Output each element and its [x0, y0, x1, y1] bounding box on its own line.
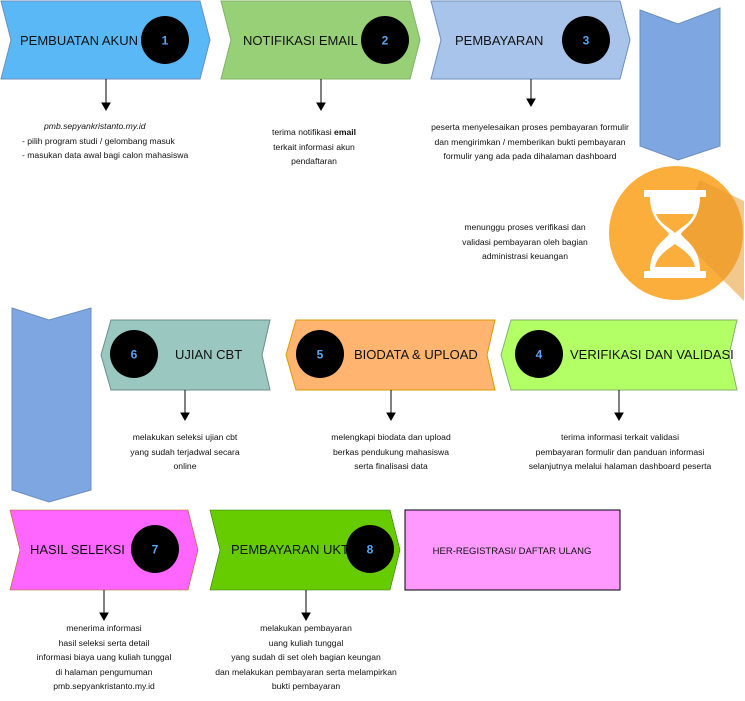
step-7-description: menerima informasi hasil seleksi serta d…: [24, 621, 184, 694]
step-5-badge: [296, 330, 344, 378]
desc-line: online: [173, 461, 197, 472]
step-3-number: 3: [583, 34, 590, 48]
step-4-badge: [515, 330, 563, 378]
desc-line: berkas pendukung mahasiswa: [332, 446, 450, 457]
desc-line: melakukan pembayaran: [260, 623, 352, 633]
connector-down-left: [11, 307, 92, 503]
desc-line: hasil seleksi serta detail: [58, 637, 150, 648]
desc-line: peserta menyelesaikan proses pembayaran …: [431, 122, 629, 132]
desc-line: bukti pembayaran: [271, 681, 341, 692]
arrows: [99, 79, 624, 622]
step-1-number: 1: [162, 34, 169, 48]
step-7-title: HASIL SELEKSI: [30, 542, 125, 557]
step-6-badge: [110, 330, 158, 378]
step-1-shape: PEMBUATAN AKUN 1: [0, 0, 211, 80]
desc-line: selanjutnya melalui halaman dashboard pe…: [528, 461, 712, 472]
desc-line: yang sudah terjadwal secara: [130, 446, 240, 457]
step-8-badge: [346, 525, 394, 573]
desc-line: pembayaran formulir dan panduan informas…: [535, 446, 705, 457]
step-4-shape: 4 VERIFIKASI DAN VALIDASI: [500, 319, 738, 391]
step-2-title: NOTIFIKASI EMAIL: [243, 33, 358, 48]
desc-line: dan mengirimkan / memberikan bukti pemba…: [434, 136, 626, 147]
step-5-number: 5: [317, 348, 324, 362]
step-1-badge: [141, 16, 189, 64]
step-7-shape: HASIL SELEKSI 7: [9, 509, 199, 591]
step-8-number: 8: [367, 543, 374, 557]
desc-line: serta finalisasi data: [354, 461, 428, 472]
step-6-description: melakukan seleksi ujian cbt yang sudah t…: [110, 430, 260, 474]
desc-line: - masukan data awal bagi calon mahasiswa: [22, 150, 189, 161]
step-3-badge: [562, 16, 610, 64]
desc-line: menunggu proses verifikasi dan: [464, 222, 586, 232]
desc-line: - pilih program studi / gelombang masuk: [22, 135, 175, 146]
waiting-description: menunggu proses verifikasi dan validasi …: [450, 220, 600, 264]
step-4-number: 4: [536, 348, 543, 362]
desc-line: melakukan seleksi ujian cbt: [132, 432, 238, 442]
desc-line: pmb.sepyankristanto.my.id: [44, 121, 146, 131]
step-3-title: PEMBAYARAN: [455, 33, 543, 48]
step-6-number: 6: [131, 348, 138, 362]
desc-line: dan melakukan pembayaran serta melampirk…: [215, 666, 397, 677]
step-4-title: VERIFIKASI DAN VALIDASI: [570, 347, 734, 362]
desc-line: administrasi keuangan: [482, 251, 568, 262]
step-6-shape: 6 UJIAN CBT: [100, 319, 271, 391]
desc-line: validasi pembayaran oleh bagian: [462, 236, 588, 247]
desc-line: terima informasi terkait validasi: [561, 432, 679, 442]
desc-line: uang kuliah tunggal: [268, 637, 344, 648]
connector-down-right: [639, 7, 721, 161]
step-3-shape: PEMBAYARAN 3: [430, 0, 631, 80]
desc-line: pendaftaran: [291, 156, 337, 167]
desc-line: pmb.sepyankristanto.my.id: [53, 681, 155, 692]
step-8-title: PEMBAYARAN UKT: [231, 542, 349, 557]
step-1-title: PEMBUATAN AKUN: [20, 33, 138, 48]
step-2-description: terima notifikasi email terkait informas…: [248, 125, 380, 169]
step-4-description: terima informasi terkait validasi pembay…: [510, 430, 730, 474]
step-8-shape: PEMBAYARAN UKT 8: [209, 509, 401, 591]
step-7-badge: [131, 525, 179, 573]
step-2-badge: [361, 16, 409, 64]
step-1-description: pmb.sepyankristanto.my.id - pilih progra…: [22, 119, 188, 163]
step-5-title: BIODATA & UPLOAD: [354, 347, 478, 362]
desc-line: di halaman pengumuman: [55, 666, 153, 677]
step-5-shape: 5 BIODATA & UPLOAD: [285, 319, 496, 391]
step-6-title: UJIAN CBT: [175, 347, 242, 362]
email-emphasis: email: [334, 127, 357, 137]
desc-line: melengkapi biodata dan upload: [331, 432, 451, 442]
step-2-number: 2: [382, 34, 389, 48]
step-7-number: 7: [152, 543, 159, 557]
desc-line: yang sudah di set oleh bagian keungan: [231, 652, 381, 663]
step-3-description: peserta menyelesaikan proses pembayaran …: [405, 120, 655, 164]
step-8-description: melakukan pembayaran uang kuliah tunggal…: [206, 621, 406, 694]
desc-line: terima notifikasi email: [271, 127, 357, 137]
step-2-shape: NOTIFIKASI EMAIL 2: [220, 0, 421, 80]
step-5-description: melengkapi biodata dan upload berkas pen…: [316, 430, 466, 474]
desc-line: informasi biaya uang kuliah tunggal: [36, 652, 172, 663]
desc-line: formulir yang ada pada dihalaman dashboa…: [443, 151, 617, 162]
desc-line: terkait informasi akun: [273, 141, 355, 152]
desc-line: menerima informasi: [66, 623, 142, 633]
final-step-title: HER-REGISTRASI/ DAFTAR ULANG: [433, 546, 592, 557]
hourglass-icon: [609, 166, 744, 301]
final-step-box: HER-REGISTRASI/ DAFTAR ULANG: [404, 509, 621, 591]
